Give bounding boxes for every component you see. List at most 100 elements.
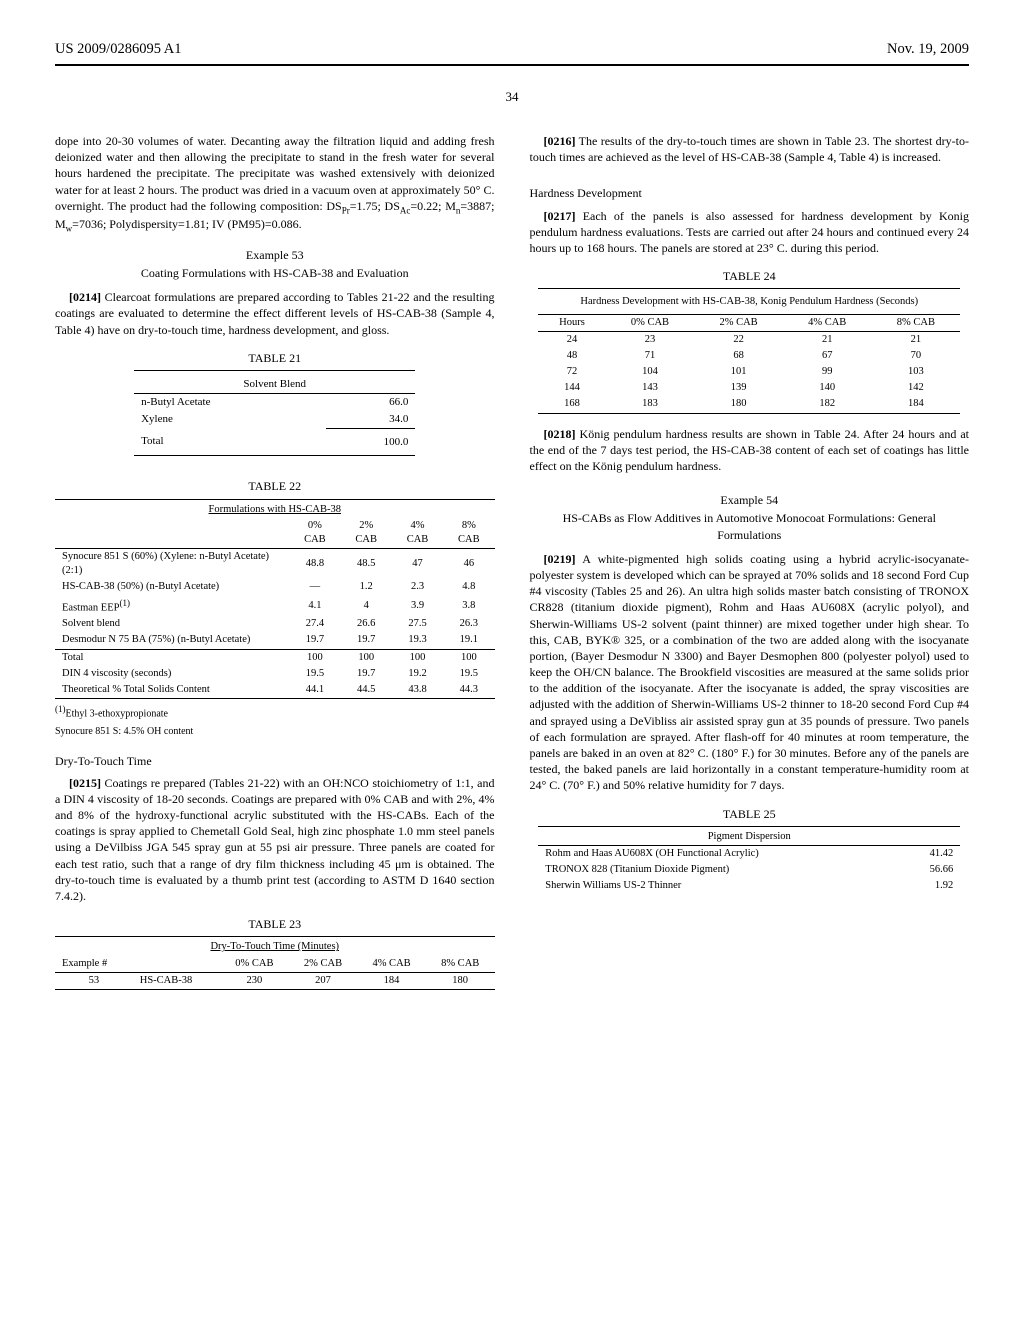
right-column: [0216] The results of the dry-to-touch t… xyxy=(530,133,970,990)
table-23: Dry-To-Touch Time (Minutes) Example # 0%… xyxy=(55,936,495,990)
table-cell: Rohm and Haas AU608X (OH Functional Acry… xyxy=(538,845,900,862)
table-header xyxy=(55,518,289,549)
table-cell: 103 xyxy=(872,364,961,380)
paragraph-number: [0214] xyxy=(69,290,101,304)
table-cell: TRONOX 828 (Titanium Dioxide Pigment) xyxy=(538,862,900,878)
body-paragraph: [0214] Clearcoat formulations are prepar… xyxy=(55,289,495,338)
table-header: 4% CAB xyxy=(357,956,426,973)
table-cell: 101 xyxy=(694,364,783,380)
table-cell: — xyxy=(289,579,340,595)
publication-date: Nov. 19, 2009 xyxy=(887,40,969,60)
paragraph-number: [0216] xyxy=(544,134,576,148)
table-cell: 180 xyxy=(426,972,495,989)
table-cell: 44.1 xyxy=(289,682,340,699)
table-cell: 184 xyxy=(872,396,961,413)
table-cell: 1.2 xyxy=(341,579,392,595)
table-cell: 26.6 xyxy=(341,616,392,632)
table-cell: 44.5 xyxy=(341,682,392,699)
table-cell: 48 xyxy=(538,348,605,364)
table-cell: 3.8 xyxy=(443,596,494,617)
table-cell: 19.7 xyxy=(289,632,340,649)
table-cell: 43.8 xyxy=(392,682,443,699)
table-caption: Pigment Dispersion xyxy=(538,829,960,846)
table-cell: 100 xyxy=(392,649,443,666)
paragraph-number: [0215] xyxy=(69,776,101,790)
table-cell: 41.42 xyxy=(900,845,960,862)
table-cell: 71 xyxy=(606,348,695,364)
table-cell: 21 xyxy=(872,331,961,348)
table-cell: 182 xyxy=(783,396,872,413)
table-cell: 47 xyxy=(392,549,443,580)
table-cell: 19.5 xyxy=(289,666,340,682)
table-cell: 100 xyxy=(443,649,494,666)
table-cell: 3.9 xyxy=(392,596,443,617)
table-cell: 21 xyxy=(783,331,872,348)
table-cell: 4.1 xyxy=(289,596,340,617)
example-title: HS-CABs as Flow Additives in Automotive … xyxy=(530,510,970,542)
table-cell: Total xyxy=(55,649,289,666)
table-cell: 19.1 xyxy=(443,632,494,649)
table-cell: 66.0 xyxy=(326,393,415,410)
table-caption: Hardness Development with HS-CAB-38, Kon… xyxy=(538,291,960,314)
table-cell: 19.7 xyxy=(341,632,392,649)
section-heading: Hardness Development xyxy=(530,185,970,201)
table-cell: 1.92 xyxy=(900,878,960,894)
table-cell: HS-CAB-38 (50%) (n-Butyl Acetate) xyxy=(55,579,289,595)
table-cell: 2.3 xyxy=(392,579,443,595)
table-header: 8% CAB xyxy=(872,314,961,331)
table-cell: 19.2 xyxy=(392,666,443,682)
table-header xyxy=(133,956,220,973)
table-cell: DIN 4 viscosity (seconds) xyxy=(55,666,289,682)
table-cell: 26.3 xyxy=(443,616,494,632)
table-title: TABLE 22 xyxy=(55,478,495,494)
table-cell: 46 xyxy=(443,549,494,580)
table-cell: 168 xyxy=(538,396,605,413)
table-cell: HS-CAB-38 xyxy=(133,972,220,989)
table-cell: 139 xyxy=(694,380,783,396)
table-cell: 100.0 xyxy=(326,428,415,450)
table-title: TABLE 25 xyxy=(530,806,970,822)
table-cell: 143 xyxy=(606,380,695,396)
paragraph-number: [0219] xyxy=(544,552,576,566)
table-cell: 23 xyxy=(606,331,695,348)
table-cell: 22 xyxy=(694,331,783,348)
table-title: TABLE 23 xyxy=(55,916,495,932)
body-paragraph: [0218] König pendulum hardness results a… xyxy=(530,426,970,475)
table-cell: 70 xyxy=(872,348,961,364)
table-cell: 230 xyxy=(220,972,289,989)
table-cell: Eastman EEP(1) xyxy=(55,596,289,617)
table-cell: 142 xyxy=(872,380,961,396)
table-header: Example # xyxy=(55,956,133,973)
table-header: 8% CAB xyxy=(443,518,494,549)
table-cell: 207 xyxy=(289,972,358,989)
table-cell: n-Butyl Acetate xyxy=(134,393,326,410)
table-cell: 48.5 xyxy=(341,549,392,580)
table-cell: 183 xyxy=(606,396,695,413)
table-cell: 53 xyxy=(55,972,133,989)
table-header: 2% CAB xyxy=(694,314,783,331)
table-header: 4% CAB xyxy=(392,518,443,549)
table-cell: 4.8 xyxy=(443,579,494,595)
table-header: 0% CAB xyxy=(220,956,289,973)
table-cell: 48.8 xyxy=(289,549,340,580)
table-footnote: Synocure 851 S: 4.5% OH content xyxy=(55,725,495,739)
table-title: TABLE 21 xyxy=(55,350,495,366)
header-rule xyxy=(55,64,969,66)
left-column: dope into 20-30 volumes of water. Decant… xyxy=(55,133,495,990)
body-paragraph: [0215] Coatings re prepared (Tables 21-2… xyxy=(55,775,495,905)
table-25: Pigment Dispersion Rohm and Haas AU608X … xyxy=(538,826,960,895)
table-cell: Sherwin Williams US-2 Thinner xyxy=(538,878,900,894)
table-24: Hardness Development with HS-CAB-38, Kon… xyxy=(538,288,960,413)
table-cell: 27.4 xyxy=(289,616,340,632)
table-cell: Desmodur N 75 BA (75%) (n-Butyl Acetate) xyxy=(55,632,289,649)
table-footnote: (1)Ethyl 3-ethoxypropionate xyxy=(55,703,495,721)
table-cell: Total xyxy=(134,428,326,450)
example-title: Coating Formulations with HS-CAB-38 and … xyxy=(55,265,495,281)
table-header: 4% CAB xyxy=(783,314,872,331)
table-cell: 4 xyxy=(341,596,392,617)
table-cell: 34.0 xyxy=(326,411,415,428)
table-header: 2% CAB xyxy=(289,956,358,973)
table-cell: 68 xyxy=(694,348,783,364)
table-cell: 144 xyxy=(538,380,605,396)
table-header: 2% CAB xyxy=(341,518,392,549)
